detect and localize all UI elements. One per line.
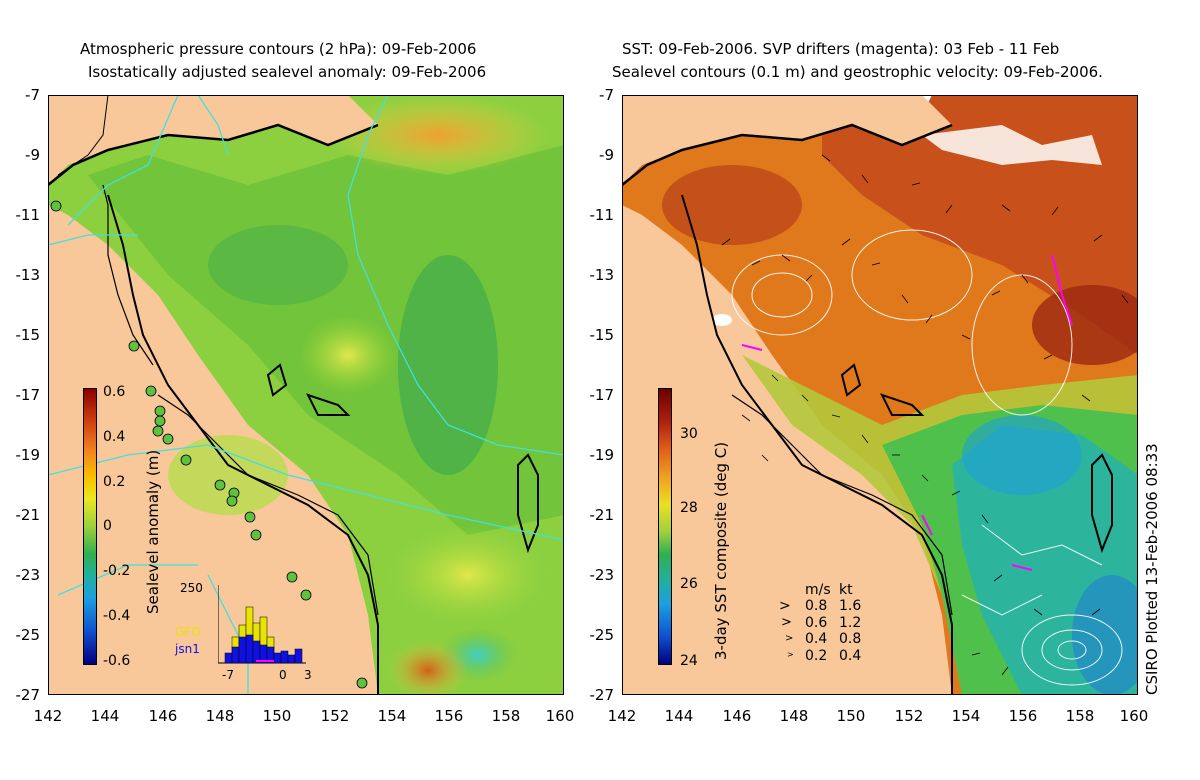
sealevel-anomaly-map <box>48 95 564 695</box>
left-xtick-5: 152 <box>320 707 350 725</box>
left-xtick-1: 144 <box>90 707 120 725</box>
sealevel-cbar-tick-3: 0 <box>103 518 112 534</box>
legend-header-ms: m/s <box>805 582 831 598</box>
left-ytick-5: -17 <box>15 386 41 404</box>
left-ytick-1: -9 <box>25 146 40 164</box>
legend-ms-2: 0.4 <box>805 631 828 647</box>
inset-xtick-1: 0 <box>279 668 287 682</box>
legend-ms-1: 0.6 <box>805 615 828 631</box>
legend-kt-2: 0.8 <box>839 631 862 647</box>
right-ytick-5: -17 <box>589 386 615 404</box>
altimeter-inset-histogram <box>217 585 308 665</box>
sst-cbar-tick-3: 24 <box>680 653 698 669</box>
right-xtick-8: 158 <box>1065 707 1095 725</box>
legend-header-kt: kt <box>839 582 853 598</box>
left-xtick-7: 156 <box>434 707 464 725</box>
legend-ms-3: 0.2 <box>805 648 828 664</box>
right-ytick-3: -13 <box>589 266 615 284</box>
right-title-line1: SST: 09-Feb-2006. SVP drifters (magenta)… <box>622 40 1060 58</box>
left-xtick-6: 154 <box>377 707 407 725</box>
right-ytick-2: -11 <box>589 206 615 224</box>
legend-arrow-0: > <box>779 598 791 614</box>
sealevel-cbar-tick-0: 0.6 <box>103 384 126 400</box>
right-ytick-1: -9 <box>599 146 614 164</box>
inset-legend-jsn1: jsn1 <box>175 642 200 656</box>
inset-legend-gfo: GFO <box>175 625 201 639</box>
new-guinea-land <box>48 95 378 185</box>
left-ytick-9: -25 <box>15 626 41 644</box>
right-title-line2: Sealevel contours (0.1 m) and geostrophi… <box>612 63 1103 81</box>
sst-map <box>622 95 1138 695</box>
right-ytick-4: -15 <box>589 326 615 344</box>
left-plot-frame <box>48 95 564 695</box>
left-title-line2: Isostatically adjusted sealevel anomaly:… <box>88 63 487 81</box>
right-ytick-8: -23 <box>589 566 615 584</box>
credit-label: CSIRO Plotted 13-Feb-2006 08:33 <box>1143 443 1161 695</box>
left-ytick-8: -23 <box>15 566 41 584</box>
sst-colorbar <box>658 388 672 665</box>
legend-kt-0: 1.6 <box>839 598 862 614</box>
left-xtick-2: 146 <box>148 707 178 725</box>
legend-arrow-3: > <box>787 650 794 659</box>
left-ytick-10: -27 <box>15 686 41 704</box>
right-ytick-9: -25 <box>589 626 615 644</box>
legend-kt-3: 0.4 <box>839 648 862 664</box>
right-xtick-5: 152 <box>894 707 924 725</box>
left-title-line1: Atmospheric pressure contours (2 hPa): 0… <box>80 40 477 58</box>
right-ytick-0: -7 <box>599 86 614 104</box>
sealevel-cbar-label: Sealevel anomaly (m) <box>144 449 162 614</box>
legend-arrow-2: > <box>785 633 794 644</box>
left-ytick-7: -21 <box>15 506 41 524</box>
right-xtick-7: 156 <box>1008 707 1038 725</box>
right-ytick-10: -27 <box>589 686 615 704</box>
queensland-coastline <box>107 194 379 695</box>
left-ytick-4: -15 <box>15 326 41 344</box>
sst-cbar-tick-1: 28 <box>680 500 698 516</box>
left-ytick-3: -13 <box>15 266 41 284</box>
sst-cbar-tick-2: 26 <box>680 576 698 592</box>
sealevel-cbar-tick-2: 0.2 <box>103 474 126 490</box>
left-ytick-0: -7 <box>25 86 40 104</box>
sealevel-cbar-tick-6: -0.6 <box>103 653 131 669</box>
left-xtick-4: 150 <box>262 707 292 725</box>
legend-ms-0: 0.8 <box>805 598 828 614</box>
left-ytick-2: -11 <box>15 206 41 224</box>
left-xtick-0: 142 <box>33 707 63 725</box>
sealevel-cbar-tick-1: 0.4 <box>103 429 126 445</box>
right-ytick-7: -21 <box>589 506 615 524</box>
right-xtick-1: 144 <box>664 707 694 725</box>
right-xtick-0: 142 <box>607 707 637 725</box>
right-xtick-9: 160 <box>1119 707 1149 725</box>
inset-xtick-0: -7 <box>222 668 234 682</box>
left-xtick-8: 158 <box>491 707 521 725</box>
sst-cbar-label: 3-day SST composite (deg C) <box>712 441 730 660</box>
left-xtick-9: 160 <box>545 707 575 725</box>
right-xtick-2: 146 <box>722 707 752 725</box>
right-plot-frame <box>622 95 1138 695</box>
left-ytick-6: -19 <box>15 446 41 464</box>
left-xtick-3: 148 <box>205 707 235 725</box>
sealevel-colorbar <box>83 388 97 665</box>
inset-xtick-2: 3 <box>304 668 312 682</box>
inset-ymax-label: 250 <box>180 581 203 595</box>
sealevel-cbar-tick-4: -0.2 <box>103 563 131 579</box>
legend-arrow-1: > <box>781 615 792 630</box>
right-xtick-3: 148 <box>779 707 809 725</box>
right-ytick-6: -19 <box>589 446 615 464</box>
velocity-legend: m/s kt > 0.8 1.6 > 0.6 1.2 > 0.4 0.8 > 0… <box>775 582 895 666</box>
legend-kt-1: 1.2 <box>839 615 862 631</box>
velocity-arrows <box>721 154 1129 676</box>
right-xtick-4: 150 <box>836 707 866 725</box>
sst-cbar-tick-0: 30 <box>680 426 698 442</box>
right-xtick-6: 154 <box>951 707 981 725</box>
sealevel-cbar-tick-5: -0.4 <box>103 608 131 624</box>
